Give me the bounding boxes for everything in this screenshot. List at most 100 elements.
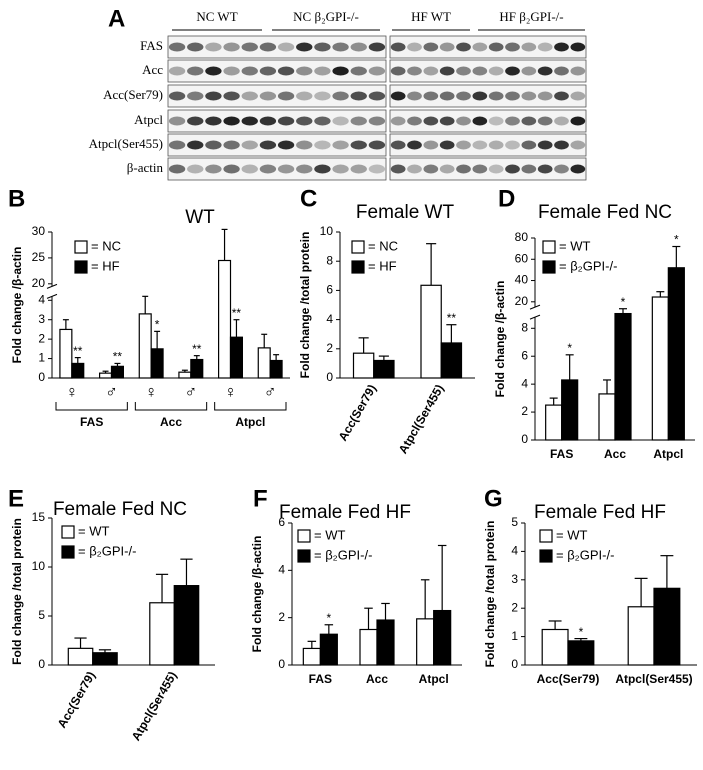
bar <box>319 633 338 666</box>
blot-band <box>314 140 331 150</box>
blot-band <box>537 66 553 76</box>
blot-band <box>521 91 537 101</box>
blot-band <box>350 42 367 52</box>
blot-band <box>187 164 204 174</box>
blot-band <box>314 91 331 101</box>
y-tick-label: 3 <box>511 572 518 586</box>
blot-band <box>332 91 349 101</box>
y-tick-label: 4 <box>326 312 333 326</box>
x-tick-label: ♂ <box>105 382 118 401</box>
legend-swatch <box>74 260 88 274</box>
y-tick-label: 0 <box>521 432 528 446</box>
blot-band <box>350 66 367 76</box>
group-header: HF β₂GPI-/- <box>499 9 563 24</box>
blot-band <box>472 140 488 150</box>
blot-band <box>241 66 258 76</box>
blot-band <box>554 91 569 101</box>
blot-band <box>570 91 586 101</box>
y-tick-label: 80 <box>515 230 529 244</box>
y-axis-label: Fold change /β-actin <box>493 281 507 398</box>
y-tick-label: 30 <box>32 224 46 238</box>
y-tick-label: 6 <box>521 348 528 362</box>
blot-band <box>223 116 240 126</box>
blot-band <box>554 66 569 76</box>
blot-band <box>296 164 313 174</box>
x-tick-label: Atpcl <box>653 447 683 461</box>
y-tick-label: 20 <box>515 294 529 308</box>
blot-band <box>241 42 258 52</box>
blot-strip <box>167 84 387 108</box>
blot-band <box>570 42 586 52</box>
blot-band <box>537 164 553 174</box>
blot-strip <box>389 59 587 83</box>
group-bracket <box>214 402 287 411</box>
blot-strip <box>167 109 387 133</box>
blot-band <box>456 42 471 52</box>
legend-swatch <box>74 240 88 254</box>
blot-band <box>554 164 569 174</box>
x-tick-label: Acc(Ser79) <box>336 382 379 443</box>
legend-swatch <box>297 549 311 563</box>
y-tick-label: 2 <box>511 600 518 614</box>
blot-strip <box>167 59 387 83</box>
legend-label: = β₂GPI-/- <box>559 258 617 273</box>
blot-band <box>368 116 386 126</box>
blot-band <box>537 116 553 126</box>
y-tick-label: 15 <box>32 510 46 524</box>
chart-title: Female Fed HF <box>534 502 666 523</box>
y-tick-label: 6 <box>278 515 285 529</box>
bar <box>269 359 283 379</box>
group-header: NC WT <box>196 9 237 24</box>
group-header: HF WT <box>411 9 451 24</box>
blot-band <box>570 116 586 126</box>
blot-band <box>521 116 537 126</box>
blot-band <box>223 66 240 76</box>
blot-band <box>277 164 295 174</box>
blot-band <box>277 66 295 76</box>
blot-band <box>205 116 222 126</box>
chart-title: Female WT <box>356 202 455 223</box>
x-tick-label: ♂ <box>184 382 197 401</box>
bar <box>98 372 113 379</box>
bar <box>110 365 124 379</box>
bar <box>229 336 243 379</box>
blot-band <box>505 66 520 76</box>
blot-band <box>521 66 537 76</box>
x-tick-label: Acc <box>604 447 626 461</box>
blot-band <box>259 91 277 101</box>
blot-band <box>488 42 504 52</box>
blot-band <box>505 164 520 174</box>
legend-swatch <box>61 525 75 539</box>
blot-band <box>168 140 186 150</box>
bar <box>92 652 118 666</box>
bar <box>257 347 271 379</box>
blot-band <box>407 164 422 174</box>
y-tick-label: 0 <box>326 370 333 384</box>
blot-band <box>407 116 422 126</box>
blot-band <box>456 66 471 76</box>
blot-band <box>488 66 504 76</box>
significance: * <box>326 611 331 625</box>
y-axis-label: Fold change /total protein <box>483 521 497 668</box>
y-tick-label: 2 <box>278 610 285 624</box>
legend-label: = WT <box>556 527 587 542</box>
row-label: Atpcl(Ser455) <box>89 136 163 151</box>
blot-band <box>259 116 277 126</box>
y-axis-label: Fold change /β-actin <box>250 536 264 653</box>
chart-title: WT <box>185 207 215 228</box>
blot-band <box>537 42 553 52</box>
bar <box>67 647 94 666</box>
legend-swatch <box>539 549 553 563</box>
chart-title: Female Fed NC <box>538 202 672 223</box>
row-label: β-actin <box>127 160 164 175</box>
blot-band <box>488 116 504 126</box>
blot-band <box>314 116 331 126</box>
x-tick-label: ♀ <box>145 382 158 401</box>
bar <box>541 628 569 666</box>
bar <box>302 647 321 666</box>
blot-band <box>277 116 295 126</box>
y-tick-label: 10 <box>32 559 46 573</box>
blot-strip <box>389 133 587 157</box>
bar <box>352 352 375 379</box>
